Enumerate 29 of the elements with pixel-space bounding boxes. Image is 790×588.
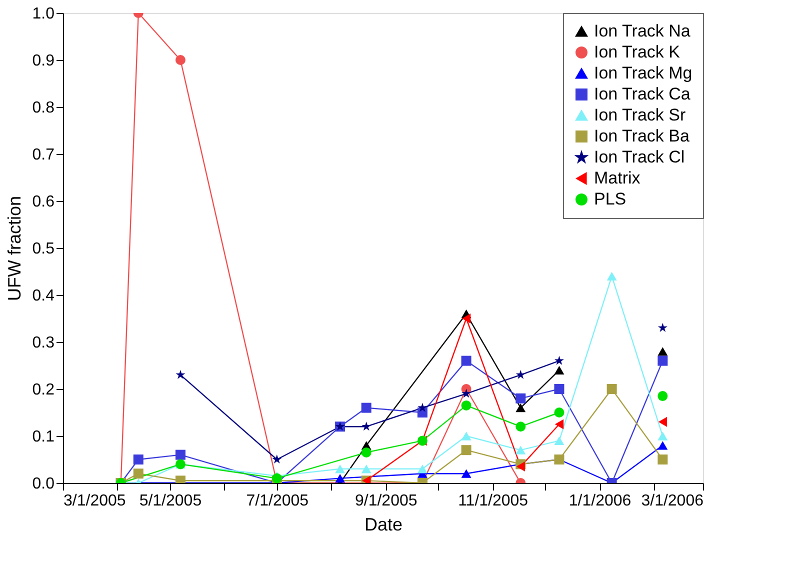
y-tick-label: 0.9	[32, 52, 55, 70]
y-tick-label: 0.3	[32, 334, 55, 352]
legend-label: Ion Track Mg	[594, 64, 692, 82]
x-tick-label: 5/1/2005	[139, 492, 202, 510]
y-tick-label: 1.0	[32, 6, 55, 22]
y-tick-label: 0.4	[32, 288, 55, 304]
x-tick-label: 9/1/2005	[354, 492, 418, 510]
legend-label: Ion Track Sr	[594, 106, 686, 124]
x-tick-label: 3/1/2005	[64, 492, 126, 510]
x-tick-label: 11/1/2005	[458, 492, 528, 510]
y-tick-label: 0.8	[32, 100, 55, 116]
y-tick-label: 0.2	[32, 382, 55, 398]
legend-label: PLS	[594, 190, 626, 208]
legend-label: Matrix	[594, 168, 641, 188]
legend-label: Ion Track K	[594, 42, 681, 62]
y-tick-label: 0.6	[32, 194, 55, 210]
y-tick-label: 0.7	[32, 146, 55, 164]
legend-label: Ion Track Ca	[594, 84, 691, 104]
legend-label: Ion Track Na	[594, 22, 691, 40]
legend-label: Ion Track Ba	[594, 126, 690, 146]
x-tick-label: 3/1/2006	[641, 492, 704, 510]
legend-label: Ion Track Cl	[594, 148, 685, 166]
x-tick-label: 1/1/2006	[568, 492, 632, 510]
y-tick-label: 0.1	[32, 428, 55, 446]
x-tick-label: 7/1/2005	[246, 492, 309, 510]
y-axis-title: UFW fraction	[4, 196, 24, 302]
y-tick-label: 0.5	[32, 240, 55, 258]
y-tick-label: 0.0	[32, 476, 55, 492]
x-axis-title: Date	[364, 514, 403, 534]
